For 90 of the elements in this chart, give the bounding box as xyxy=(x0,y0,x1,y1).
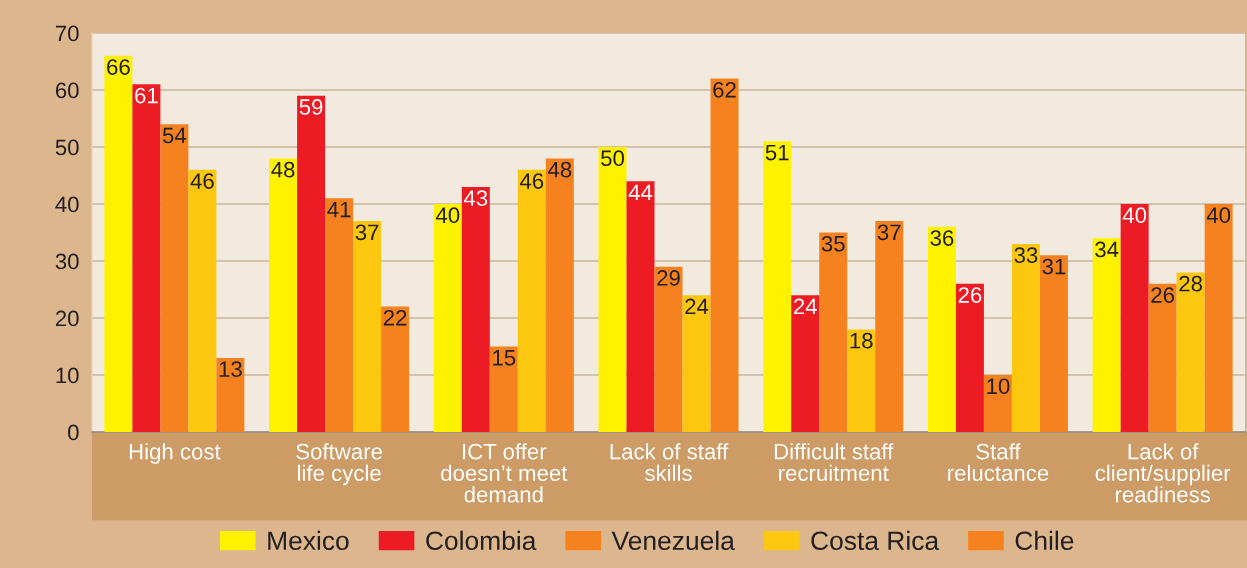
bar xyxy=(847,329,876,433)
data-label: 48 xyxy=(547,161,572,178)
bar xyxy=(104,55,133,433)
y-tick-label: 50 xyxy=(55,139,79,156)
data-label: 46 xyxy=(190,173,214,189)
data-label: 50 xyxy=(601,150,625,167)
bar xyxy=(1092,238,1121,433)
y-tick-label: 40 xyxy=(55,196,79,213)
data-label: 22 xyxy=(383,309,407,326)
legend-label: Venezuela xyxy=(611,530,735,551)
bar xyxy=(433,204,462,433)
data-label: 62 xyxy=(713,81,736,98)
bar xyxy=(489,346,518,433)
data-label: 54 xyxy=(162,127,187,144)
data-label: 13 xyxy=(219,361,242,378)
data-label: 18 xyxy=(850,332,873,349)
y-tick-label: 20 xyxy=(55,310,79,327)
bar xyxy=(763,141,792,433)
bar xyxy=(1011,243,1040,433)
data-label: 46 xyxy=(519,173,544,189)
data-label: 40 xyxy=(1122,207,1147,224)
bar xyxy=(269,158,298,433)
bar xyxy=(325,198,354,433)
bar xyxy=(1176,272,1205,433)
bar xyxy=(710,78,739,433)
bar xyxy=(132,84,161,433)
bar xyxy=(927,226,956,433)
legend-label: Chile xyxy=(1015,530,1074,551)
bar xyxy=(1204,204,1233,433)
data-label: 48 xyxy=(271,161,295,178)
data-label: 41 xyxy=(327,201,351,218)
bar xyxy=(297,95,326,433)
x-tick-label: Software life cycle xyxy=(296,443,382,486)
data-label: 28 xyxy=(1179,275,1203,292)
bar xyxy=(216,357,245,433)
bar xyxy=(381,306,410,433)
legend-label: Costa Rica xyxy=(811,530,940,551)
data-label: 24 xyxy=(793,298,817,315)
data-label: 15 xyxy=(493,350,516,366)
data-label: 31 xyxy=(1042,258,1066,275)
y-tick-label: 70 xyxy=(55,25,79,42)
data-label: 36 xyxy=(930,230,954,246)
data-label: 26 xyxy=(1151,287,1175,303)
y-tick-label: 0 xyxy=(68,424,79,441)
legend-label: Colombia xyxy=(426,530,537,551)
bar xyxy=(626,181,655,433)
data-label: 37 xyxy=(877,224,901,241)
y-tick-label: 10 xyxy=(56,367,79,384)
bar xyxy=(654,266,683,433)
x-tick-label: High cost xyxy=(129,443,221,464)
bar xyxy=(819,232,848,433)
data-label: 44 xyxy=(628,184,653,201)
data-label: 24 xyxy=(685,298,709,315)
x-tick-label: Difficult staff recruitment xyxy=(774,443,894,481)
data-label: 33 xyxy=(1014,247,1038,264)
bar xyxy=(461,186,490,433)
bar xyxy=(955,283,984,433)
bar xyxy=(517,169,546,433)
bar xyxy=(682,295,711,433)
x-tick-label: Lack of staff skills xyxy=(610,443,729,481)
y-tick-label: 30 xyxy=(55,253,79,270)
data-label: 37 xyxy=(355,224,379,241)
legend-label: Mexico xyxy=(268,530,349,551)
bar xyxy=(598,147,627,433)
bar xyxy=(545,158,574,433)
bar xyxy=(983,375,1012,433)
data-label: 61 xyxy=(135,87,158,104)
data-label: 29 xyxy=(657,270,680,286)
bar xyxy=(1148,283,1177,433)
data-label: 35 xyxy=(821,235,845,252)
x-tick-label: Lack of client/supplier readiness xyxy=(1095,443,1231,503)
bar xyxy=(791,295,820,433)
data-label: 10 xyxy=(987,378,1010,395)
data-label: 40 xyxy=(435,207,460,224)
bar xyxy=(1120,204,1149,433)
bar xyxy=(875,221,904,433)
y-tick-label: 60 xyxy=(55,82,79,99)
data-label: 34 xyxy=(1095,241,1119,258)
bar xyxy=(160,124,189,433)
data-label: 40 xyxy=(1206,207,1231,224)
data-label: 26 xyxy=(958,287,982,303)
data-label: 43 xyxy=(463,190,488,207)
data-label: 66 xyxy=(107,59,130,75)
x-tick-label: Staff reluctance xyxy=(948,443,1049,481)
data-label: 59 xyxy=(299,99,323,115)
bar xyxy=(188,169,217,433)
bar xyxy=(1039,255,1068,433)
data-label: 51 xyxy=(765,144,789,161)
bar xyxy=(353,221,382,433)
x-tick-label: ICT offer doesn’t meet demand xyxy=(441,443,568,503)
